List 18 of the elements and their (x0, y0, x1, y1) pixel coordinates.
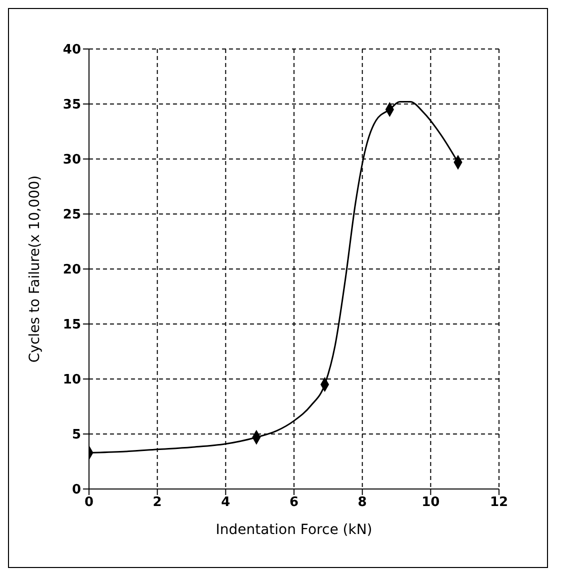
y-tick-label: 30 (62, 152, 81, 168)
y-tick-label: 25 (62, 208, 81, 223)
y-tick-label: 10 (62, 372, 81, 388)
y-tick-label: 35 (62, 98, 81, 113)
y-tick-label: 40 (62, 42, 81, 58)
x-axis-title: Indentation Force (kN) (216, 522, 372, 538)
x-tick-label: 0 (84, 495, 94, 510)
y-tick-label: 5 (72, 428, 81, 443)
x-tick-label: 2 (152, 495, 162, 510)
x-tick-label: 6 (289, 495, 299, 510)
y-axis-title: Cycles to Failure(x 10,000) (26, 175, 43, 363)
x-tick-label: 10 (422, 495, 440, 510)
x-tick-label: 12 (490, 495, 508, 510)
y-tick-label: 15 (62, 318, 81, 333)
y-tick-label: 0 (72, 482, 81, 498)
y-tick-label: 20 (62, 262, 81, 278)
x-tick-label: 8 (358, 495, 367, 510)
x-tick-label: 4 (221, 495, 230, 510)
